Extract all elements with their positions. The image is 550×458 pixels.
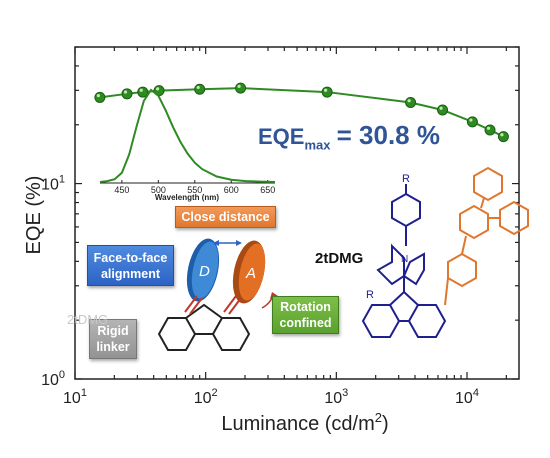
- rigid-line1: Rigid: [97, 324, 129, 338]
- x-axis-title: Luminance (cd/m2): [221, 410, 388, 435]
- axis-ticks: [74, 46, 519, 380]
- x-axis-title-end: ): [382, 413, 389, 435]
- data-point: [437, 104, 449, 116]
- inset-x-label: Wavelength (nm): [155, 193, 219, 202]
- rotation-line2: confined: [279, 316, 332, 330]
- rigid-line2: linker: [96, 340, 130, 354]
- y-axis-title: EQE (%): [23, 176, 45, 255]
- data-point: [94, 91, 106, 103]
- face-to-face-line2: alignment: [100, 266, 161, 281]
- fluorene-linker: [157, 295, 251, 351]
- inset-tick-label: 450: [114, 185, 129, 195]
- data-point: [321, 86, 333, 98]
- eqe-max-annotation: EQEmax = 30.8 %: [258, 120, 440, 152]
- data-point: [235, 82, 247, 94]
- y-tick-label: 101: [41, 174, 65, 194]
- molecule-name: 2tDMG: [315, 250, 364, 267]
- acceptor-disk: [232, 240, 266, 304]
- donor-disk: [186, 238, 220, 302]
- molecule-n-label: N: [401, 254, 408, 265]
- data-point-highlight: [407, 99, 411, 103]
- eqe-max-value: = 30.8 %: [336, 120, 440, 150]
- rigid-linker-label: Rigid linker: [89, 319, 137, 359]
- face-to-face-line1: Face-to-face: [93, 250, 168, 265]
- donor-label: D: [199, 263, 210, 280]
- faint-molecule-label: 2tDMG: [67, 312, 109, 327]
- face-to-face-label: Face-to-face alignment: [87, 245, 174, 286]
- data-point-highlight: [324, 88, 328, 92]
- data-point-highlight: [96, 94, 100, 98]
- eqe-max-sub: max: [304, 137, 331, 153]
- eqe-series: [94, 82, 509, 143]
- eqe-max-prefix: EQE: [258, 124, 305, 149]
- inset-spectrum: 450 500 550 600 650 Wavelength (nm): [99, 88, 276, 202]
- inset-tick-label: 500: [151, 185, 166, 195]
- data-point-highlight: [196, 85, 200, 90]
- acceptor-label: A: [245, 265, 256, 282]
- data-point-highlight: [469, 118, 473, 122]
- inset-tick-label: 650: [260, 185, 275, 195]
- data-point: [405, 96, 417, 108]
- inset-curve: [99, 88, 276, 183]
- data-point: [497, 131, 509, 143]
- data-point-highlight: [439, 106, 443, 110]
- close-distance-label: Close distance: [175, 206, 276, 228]
- inset-tick-label: 550: [187, 185, 202, 195]
- x-tick-label: 102: [194, 387, 218, 407]
- data-point-highlight: [237, 84, 241, 88]
- y-tick-label: 100: [41, 369, 65, 389]
- data-point-highlight: [139, 88, 143, 92]
- x-tick-label: 104: [455, 387, 479, 407]
- data-point-highlight: [123, 90, 128, 94]
- data-point: [466, 116, 478, 128]
- molecule-substituent-top: R: [402, 173, 410, 185]
- data-point-highlight: [486, 126, 491, 130]
- inset-tick-label: 600: [224, 185, 239, 195]
- distance-arrow: [213, 240, 242, 246]
- x-axis-title-sup: 2: [375, 410, 382, 425]
- molecule-structure: [361, 166, 529, 338]
- rotation-confined-label: Rotation confined: [272, 296, 339, 334]
- x-axis-title-main: Luminance (cd/m: [221, 413, 374, 435]
- data-point-highlight: [500, 133, 504, 137]
- data-point: [121, 88, 133, 100]
- molecule-substituent-left: R: [366, 289, 374, 301]
- x-tick-label: 101: [63, 387, 87, 407]
- data-point: [194, 83, 206, 95]
- rotation-line1: Rotation: [280, 300, 331, 314]
- data-point: [484, 124, 496, 136]
- x-tick-label: 103: [324, 387, 348, 407]
- data-point-highlight: [155, 87, 160, 91]
